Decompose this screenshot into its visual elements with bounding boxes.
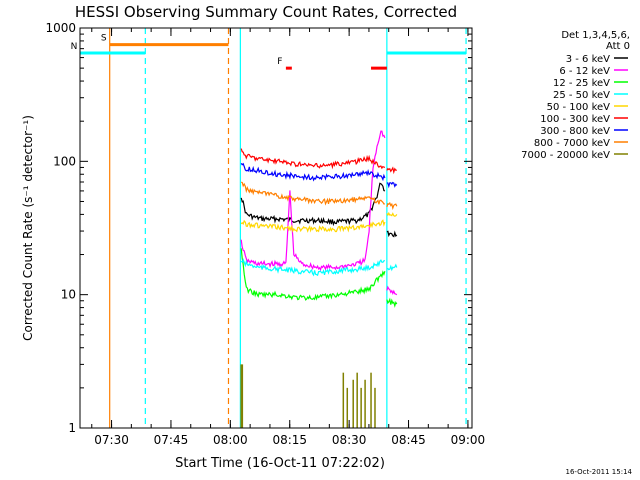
y-tick-label: 10 xyxy=(61,288,76,302)
x-tick-label: 08:15 xyxy=(272,433,307,447)
series-line xyxy=(241,181,386,206)
legend-header: Att 0 xyxy=(606,41,630,52)
series-line xyxy=(240,130,386,272)
legend-label: 50 - 100 keV xyxy=(547,102,611,113)
legend-label: 100 - 300 keV xyxy=(540,114,610,125)
series-line xyxy=(240,162,386,182)
legend-label: 7000 - 20000 keV xyxy=(521,150,610,161)
chart-title: HESSI Observing Summary Count Rates, Cor… xyxy=(75,3,457,21)
x-axis: 07:30 07:45 08:00 08:15 08:30 08:45 09:00 xyxy=(91,28,486,447)
flag-label: N xyxy=(71,42,78,52)
legend-label: 25 - 50 keV xyxy=(553,90,610,101)
flag-label: S xyxy=(101,34,107,44)
legend-header: Det 1,3,4,5,6, xyxy=(561,30,630,41)
legend-label: 800 - 7000 keV xyxy=(534,138,610,149)
series-line-after-gap xyxy=(386,211,398,217)
series-line xyxy=(240,248,386,301)
legend-label: 3 - 6 keV xyxy=(566,54,610,65)
x-tick-label: 08:30 xyxy=(332,433,367,447)
x-tick-label: 09:00 xyxy=(451,433,486,447)
series-line xyxy=(240,258,386,277)
series-line-after-gap xyxy=(386,285,398,296)
series-line-after-gap xyxy=(386,263,398,272)
x-tick-label: 08:45 xyxy=(391,433,426,447)
y-tick-label: 100 xyxy=(53,154,76,168)
legend-label: 6 - 12 keV xyxy=(559,66,610,77)
legend-label: 12 - 25 keV xyxy=(553,78,610,89)
flag-label: F xyxy=(277,57,282,67)
series-line-after-gap xyxy=(386,230,398,238)
series-line-after-gap xyxy=(386,201,398,211)
series-line xyxy=(240,182,386,227)
series-line xyxy=(240,219,386,233)
series-line-after-gap xyxy=(386,166,397,175)
x-tick-label: 07:45 xyxy=(154,433,189,447)
series-line-after-gap xyxy=(386,181,398,189)
y-axis: 1 10 100 1000 xyxy=(45,21,472,435)
y-axis-label: Corrected Count Rate (s⁻¹ detector⁻¹) xyxy=(21,115,35,341)
series-line xyxy=(240,148,386,170)
plot-area: S N F xyxy=(71,28,467,428)
x-axis-label: Start Time (16-Oct-11 07:22:02) xyxy=(175,456,385,471)
y-tick-label: 1 xyxy=(68,421,76,435)
plot-frame xyxy=(79,27,473,429)
series-line-after-gap xyxy=(386,297,398,308)
legend-label: 300 - 800 keV xyxy=(540,126,610,137)
timestamp: 16-Oct-2011 15:14 xyxy=(566,468,633,476)
y-tick-label: 1000 xyxy=(45,21,76,35)
x-tick-label: 08:00 xyxy=(213,433,248,447)
x-tick-label: 07:30 xyxy=(94,433,129,447)
